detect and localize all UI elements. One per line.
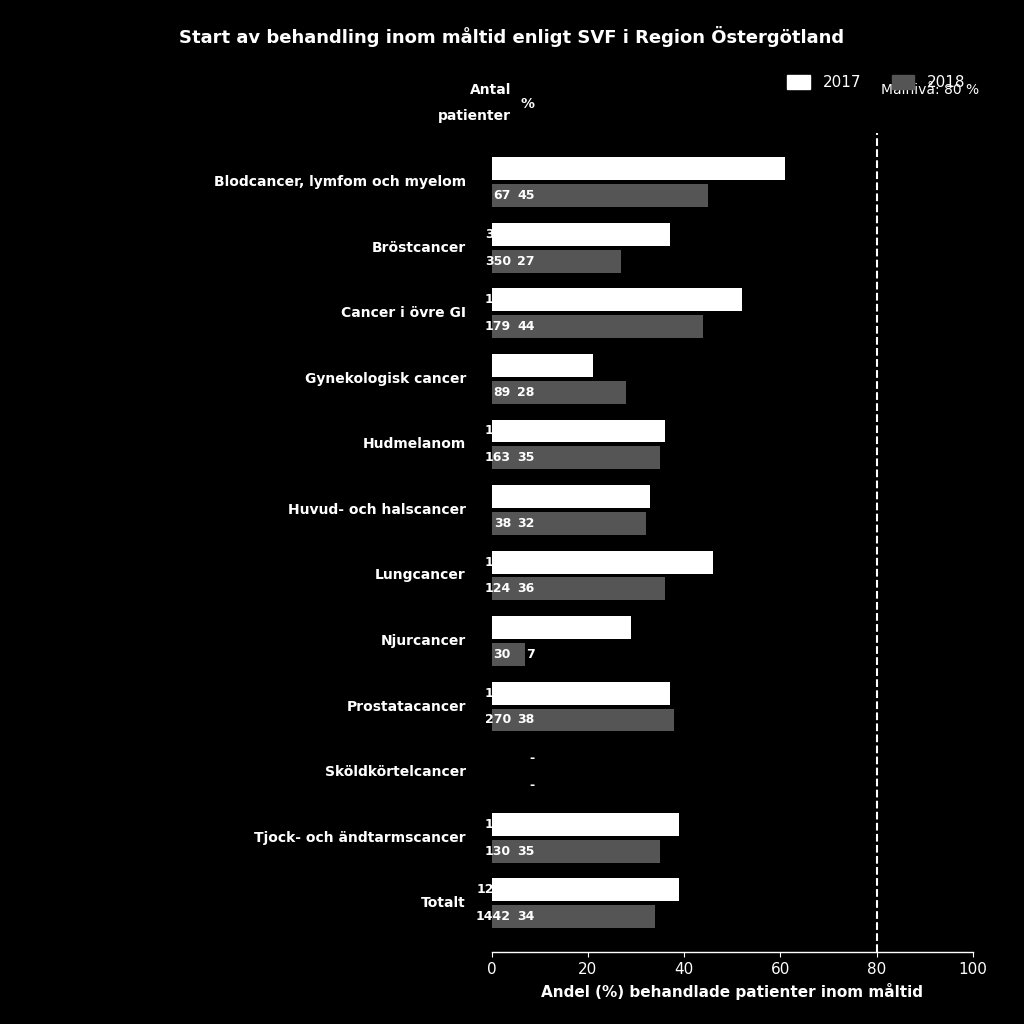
Text: Blodcancer, lymfom och myelom: Blodcancer, lymfom och myelom [214,175,466,189]
Text: %: % [520,96,535,111]
Text: 36: 36 [517,583,535,595]
Text: Gynekologisk cancer: Gynekologisk cancer [304,372,466,386]
Text: 1442: 1442 [476,910,511,923]
Text: Målnivå: 80 %: Målnivå: 80 % [882,83,980,97]
Bar [492,578,665,600]
Text: 14: 14 [494,622,511,634]
Text: 38: 38 [517,714,535,726]
Text: Lungcancer: Lungcancer [375,568,466,583]
Bar [492,682,670,705]
Text: 21: 21 [517,359,535,372]
Text: 67: 67 [494,189,511,202]
Text: Huvud- och halscancer: Huvud- och halscancer [288,503,466,517]
Text: 89: 89 [494,386,511,398]
Text: 35: 35 [517,452,535,464]
Text: 67: 67 [494,163,511,175]
Text: 45: 45 [517,189,535,202]
Text: Cancer i övre GI: Cancer i övre GI [341,306,466,321]
Text: 350: 350 [484,255,511,267]
Text: 33: 33 [517,490,535,503]
Text: 32: 32 [517,517,535,529]
Text: 46: 46 [517,556,535,568]
Bar [492,184,709,207]
Text: 28: 28 [517,386,535,398]
Bar [492,250,622,272]
Text: 43: 43 [494,490,511,503]
Text: 30: 30 [494,648,511,660]
Text: -: - [529,753,535,765]
Text: 163: 163 [485,452,511,464]
Bar [492,512,645,535]
Bar [492,420,665,442]
Bar [492,840,659,862]
Bar [492,813,679,836]
Text: 39: 39 [517,818,535,830]
Bar [492,643,525,666]
Text: 114: 114 [484,425,511,437]
Bar [492,905,655,928]
Text: 270: 270 [484,714,511,726]
Legend: 2017, 2018: 2017, 2018 [787,75,966,90]
Text: -: - [529,779,535,792]
Text: 37: 37 [517,228,535,241]
Bar [492,709,675,731]
Bar [492,289,741,311]
Text: Totalt: Totalt [421,896,466,910]
Bar [492,315,703,338]
Bar [492,616,631,639]
Text: 35: 35 [517,845,535,857]
Text: 27: 27 [517,255,535,267]
Text: 61: 61 [517,163,535,175]
Text: 130: 130 [484,845,511,857]
Text: 322: 322 [484,228,511,241]
Bar [492,354,593,377]
X-axis label: Andel (%) behandlade patienter inom måltid: Andel (%) behandlade patienter inom målt… [541,983,924,999]
Text: Start av behandling inom måltid enligt SVF i Region Östergötland: Start av behandling inom måltid enligt S… [179,26,845,47]
Text: 7: 7 [525,648,535,660]
Text: 29: 29 [517,622,535,634]
Text: 38: 38 [494,517,511,529]
Text: Njurcancer: Njurcancer [381,634,466,648]
Text: Sköldkörtelcancer: Sköldkörtelcancer [325,765,466,779]
Text: 44: 44 [517,321,535,333]
Bar [492,223,670,246]
Text: 160: 160 [484,818,511,830]
Text: 36: 36 [517,425,535,437]
Bar [492,485,650,508]
Text: 52: 52 [517,294,535,306]
Bar [492,381,627,403]
Text: 179: 179 [484,321,511,333]
Bar [492,551,713,573]
Bar [492,158,785,180]
Text: 115: 115 [484,294,511,306]
Text: 194: 194 [484,687,511,699]
Text: 124: 124 [484,583,511,595]
Text: 34: 34 [517,910,535,923]
Text: 37: 37 [517,687,535,699]
Bar [492,446,659,469]
Text: Antal: Antal [470,83,511,97]
Text: Bröstcancer: Bröstcancer [372,241,466,255]
Text: 101: 101 [484,556,511,568]
Text: 39: 39 [517,884,535,896]
Text: 1208: 1208 [476,884,511,896]
Text: Tjock- och ändtarmscancer: Tjock- och ändtarmscancer [254,830,466,845]
Text: Hudmelanom: Hudmelanom [362,437,466,452]
Bar [492,879,679,901]
Text: patienter: patienter [438,109,511,123]
Text: 76: 76 [494,359,511,372]
Text: Prostatacancer: Prostatacancer [346,699,466,714]
